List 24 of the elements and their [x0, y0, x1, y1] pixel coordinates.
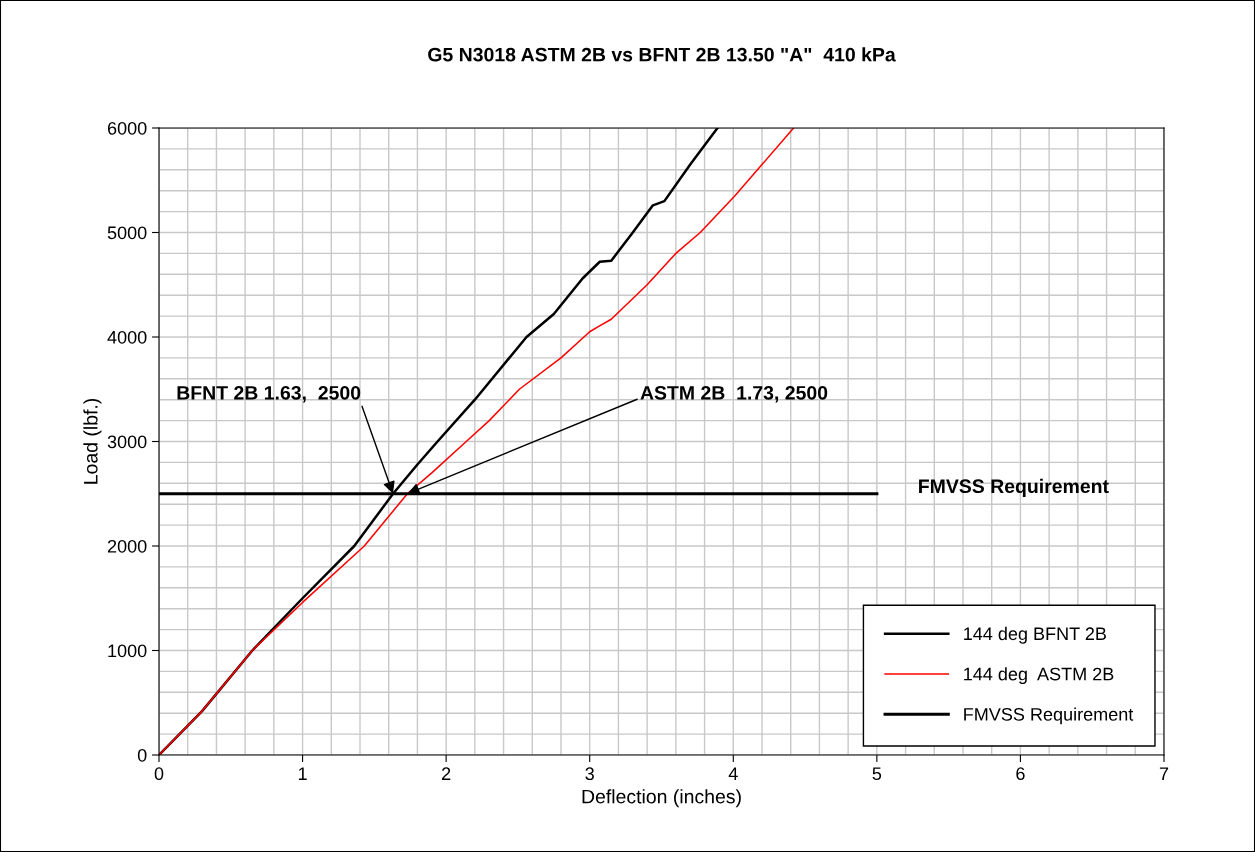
annotation: ASTM 2B 1.73, 2500: [640, 385, 828, 403]
y-tick-label: 3000: [107, 435, 147, 449]
x-tick-label: 3: [585, 767, 594, 781]
y-tick-label: 5000: [107, 226, 147, 240]
x-tick-label: 2: [442, 767, 451, 780]
legend-label: 144 deg BFNT 2B: [964, 626, 1106, 644]
x-axis-title: Deflection (inches): [582, 789, 741, 808]
legend-label: 144 deg ASTM 2B: [964, 667, 1114, 684]
chart-title: G5 N3018 ASTM 2B vs BFNT 2B 13.50 "A" 410 kPa: [428, 47, 896, 62]
x-tick-label: 6: [1016, 767, 1025, 781]
y-tick-label: 4000: [107, 330, 147, 344]
legend-label: FMVSS Requirement: [964, 707, 1134, 725]
annotation: BFNT 2B 1.63, 2500: [177, 385, 361, 403]
y-axis-title: Load (lbf.): [83, 398, 102, 484]
x-tick-label: 0: [154, 767, 164, 781]
x-tick-label: 1: [298, 767, 307, 780]
x-tick-label: 5: [872, 767, 882, 781]
x-tick-label: 4: [728, 767, 738, 780]
y-tick-label: 1000: [108, 644, 147, 658]
x-tick-label: 7: [1159, 767, 1169, 780]
y-tick-label: 2000: [107, 539, 147, 553]
y-tick-label: 6000: [107, 121, 147, 135]
annotation: FMVSS Requirement: [919, 478, 1109, 497]
y-tick-label: 0: [137, 748, 147, 762]
